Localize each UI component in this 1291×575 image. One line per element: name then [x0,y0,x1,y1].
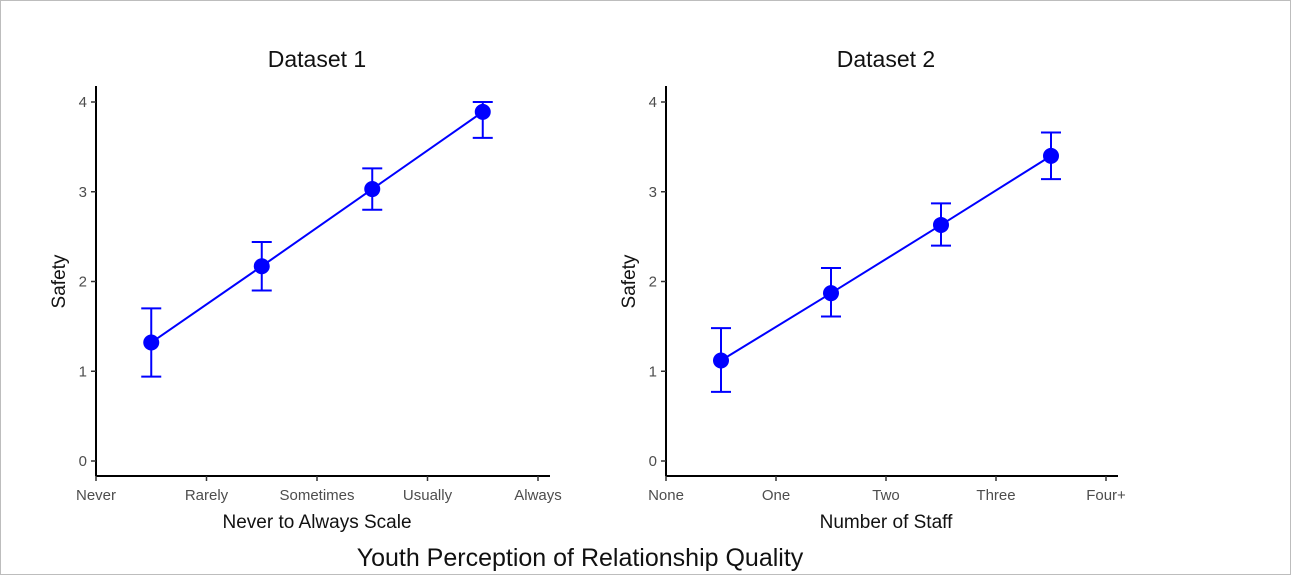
y-tick-label: 4 [649,94,657,111]
figure-caption: Youth Perception of Relationship Quality [357,544,804,572]
data-point [713,352,729,369]
x-tick-label: One [762,487,790,504]
chart-panel-2: Dataset 2 0 1 2 3 4 None One Two Three Four+ Number… [619,46,1126,533]
x-axis-title: Never to Always Scale [222,512,411,533]
chart-title: Dataset 1 [268,46,366,72]
data-point [143,334,160,351]
data-point [823,285,839,302]
data-point [1043,147,1059,164]
y-tick-label: 4 [79,94,87,111]
y-tick-label: 3 [79,184,87,201]
chart-panel-1: Dataset 1 0 1 2 3 4 Never Rarely Sometimes Usuall… [49,46,562,533]
x-tick-label: Usually [403,487,453,504]
y-tick-label: 0 [649,453,657,470]
y-tick-label: 0 [79,453,87,470]
x-tick-label: Always [514,487,562,504]
y-axis-title: Safety [49,254,70,308]
chart-title: Dataset 2 [837,46,935,72]
x-tick-label: Two [872,487,900,504]
x-tick-label: Sometimes [279,487,354,504]
y-tick-label: 2 [649,274,657,291]
x-tick-label: Never [76,487,116,504]
y-tick-label: 2 [79,274,87,291]
data-point [933,216,949,233]
y-tick-label: 3 [649,184,657,201]
x-tick-label: Three [976,487,1015,504]
x-tick-label: Rarely [185,487,229,504]
x-tick-label: Four+ [1086,487,1126,504]
y-tick-label: 1 [649,363,657,380]
x-tick-label: None [648,487,684,504]
y-tick-label: 1 [79,363,87,380]
y-axis-title: Safety [619,254,640,308]
data-point [364,181,381,198]
series-line [150,111,484,344]
data-point [253,258,270,275]
series-line [720,155,1052,362]
data-point [474,103,491,120]
x-axis-title: Number of Staff [820,512,953,533]
